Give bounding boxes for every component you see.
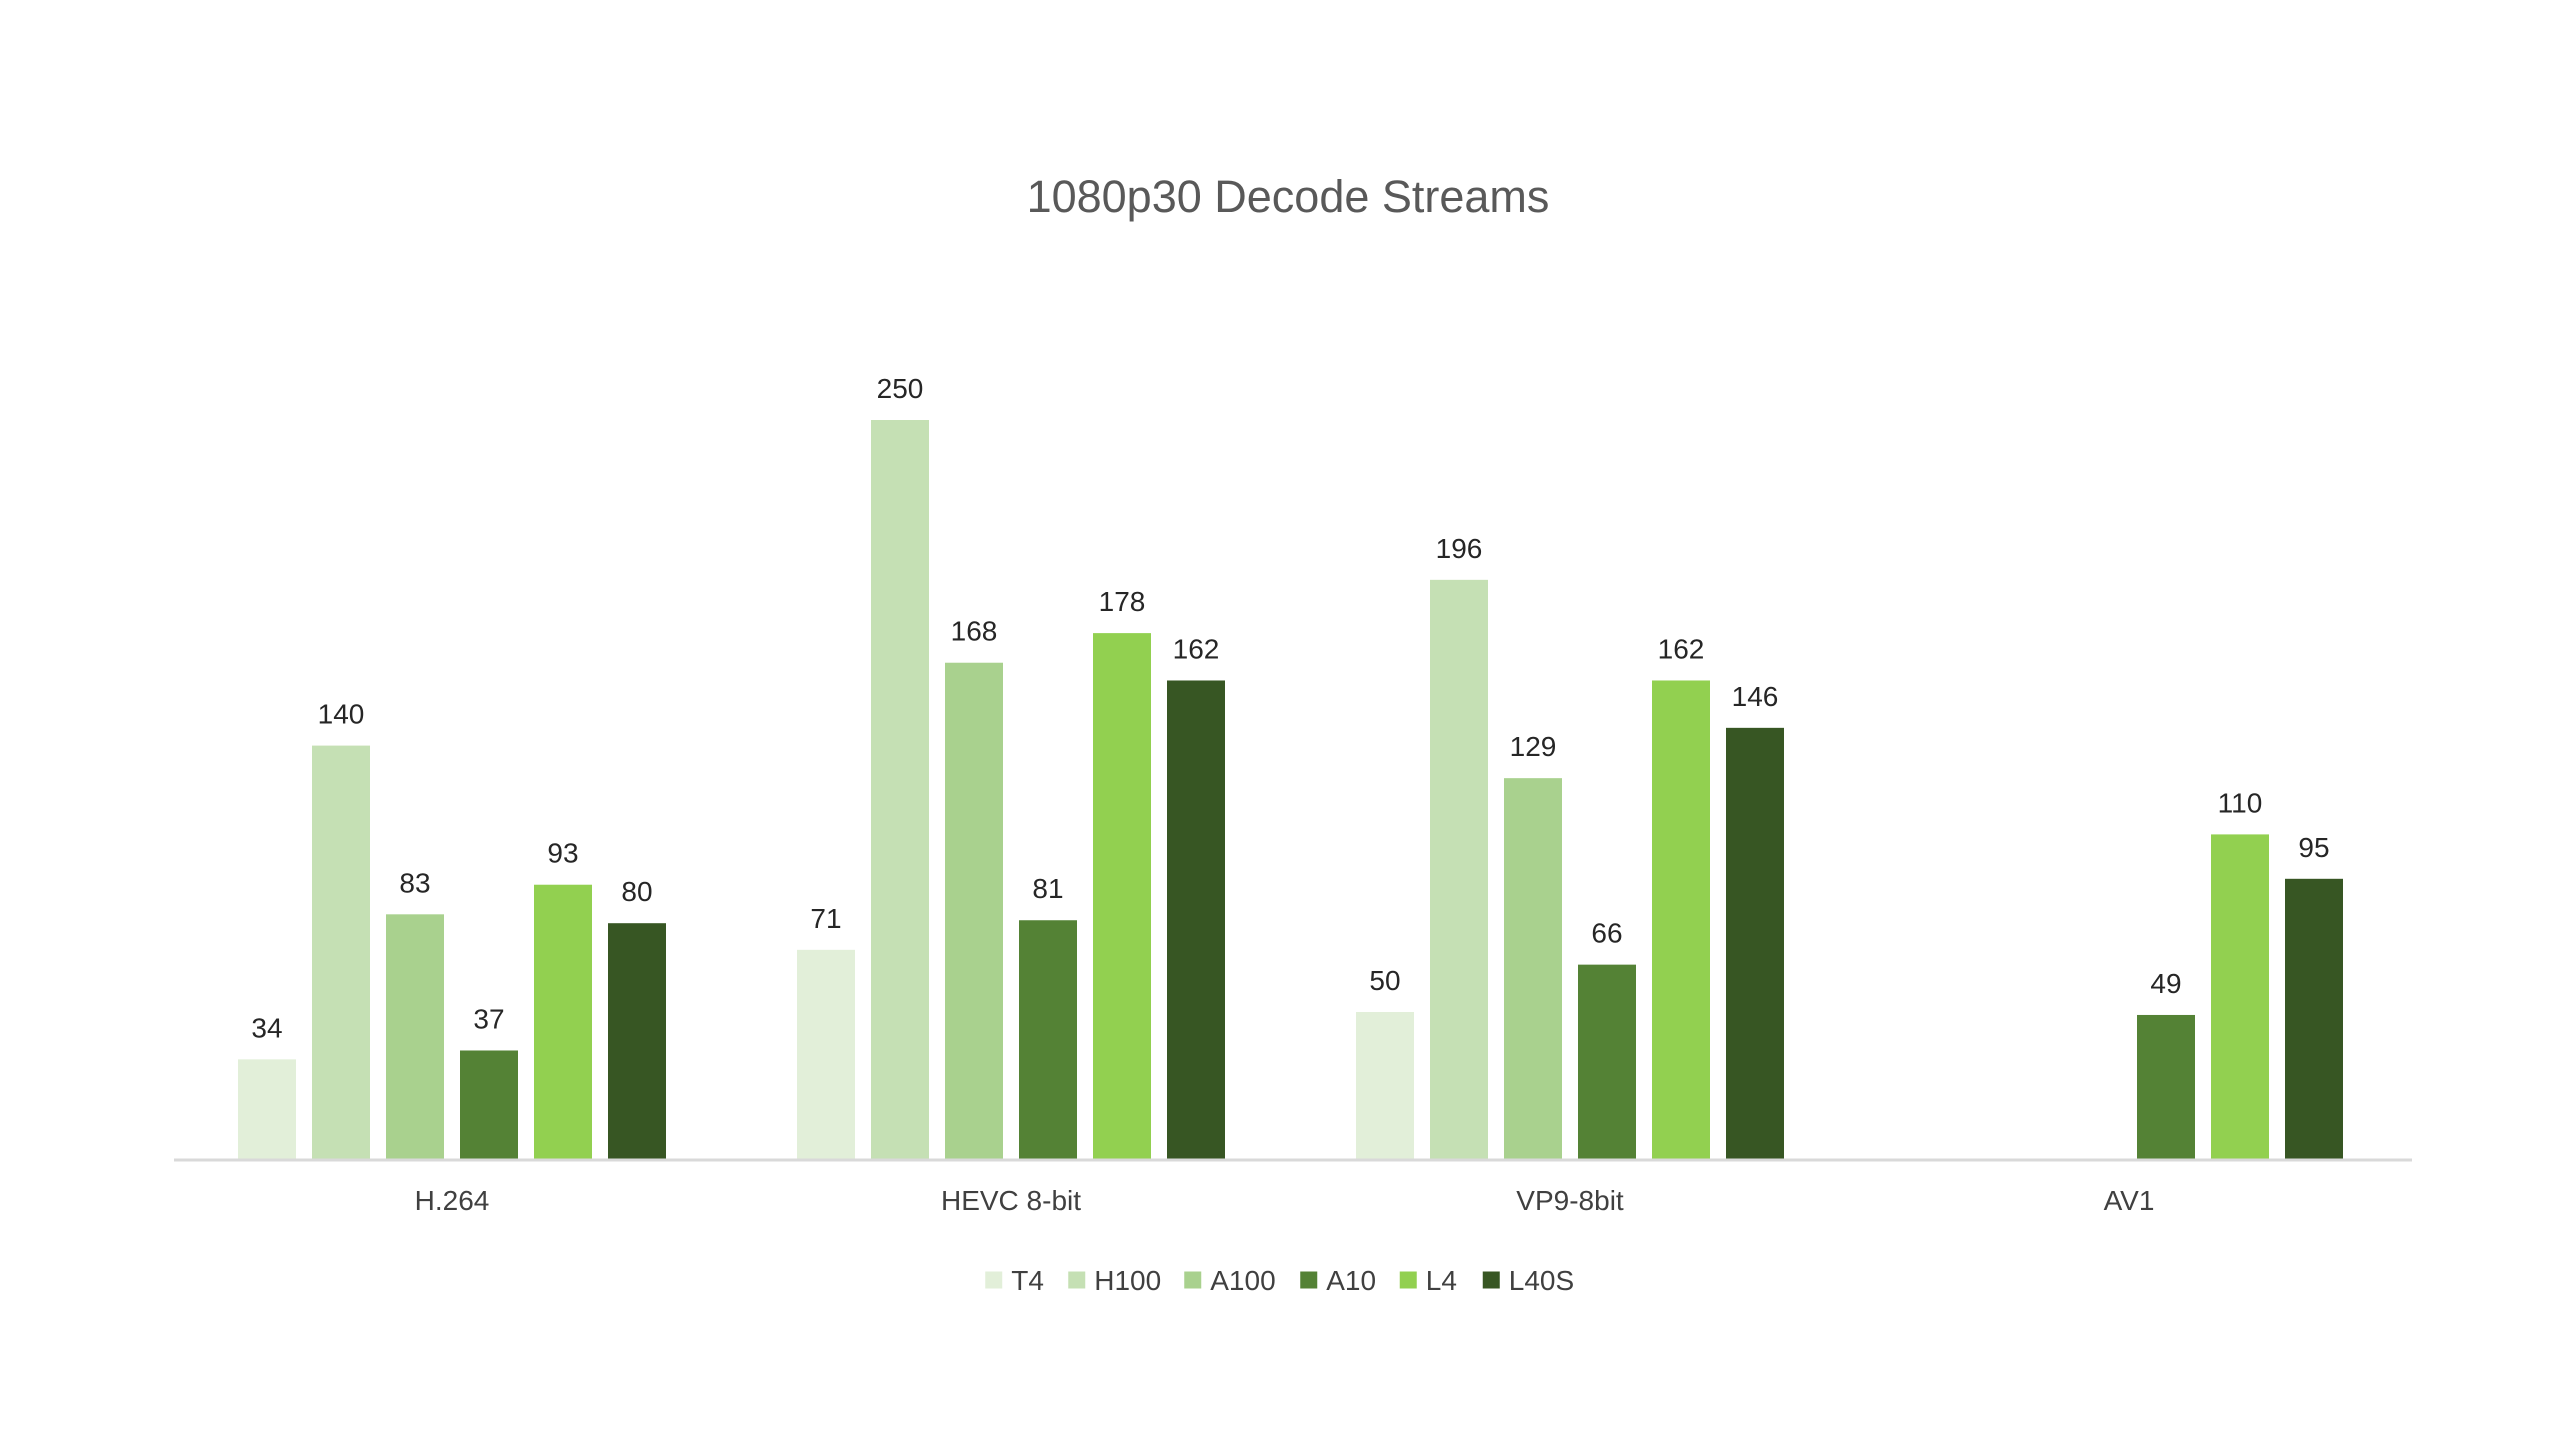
data-label: 250	[877, 373, 924, 404]
legend-label-l4: L4	[1426, 1265, 1457, 1296]
data-label: 162	[1658, 633, 1705, 664]
bar-a10-3	[2137, 1014, 2195, 1160]
bar-l4-0	[534, 884, 592, 1160]
x-tick-labels-group: H.264 HEVC 8-bit VP9-8bit AV1	[415, 1185, 2155, 1216]
legend-swatch-a100	[1184, 1271, 1202, 1289]
bars-group	[238, 420, 2343, 1160]
bar-l4-3	[2211, 834, 2269, 1160]
data-label: 83	[399, 867, 430, 898]
data-label: 140	[318, 699, 365, 730]
bar-t4-0	[238, 1059, 296, 1160]
legend: T4 H100 A100 A10 L4 L40S	[985, 1265, 1574, 1296]
data-label: 129	[1510, 731, 1557, 762]
bar-h100-2	[1430, 579, 1488, 1160]
x-tick-label: AV1	[2104, 1185, 2155, 1216]
data-label: 66	[1591, 918, 1622, 949]
data-label: 80	[621, 876, 652, 907]
x-tick-label: VP9-8bit	[1516, 1185, 1624, 1216]
legend-swatch-l4	[1399, 1271, 1417, 1289]
legend-label-h100: H100	[1094, 1265, 1161, 1296]
legend-swatch-h100	[1068, 1271, 1086, 1289]
bar-a100-1	[945, 662, 1003, 1160]
data-label: 50	[1369, 965, 1400, 996]
bar-l40s-0	[608, 923, 666, 1160]
bar-t4-1	[797, 949, 855, 1160]
x-tick-label: HEVC 8-bit	[941, 1185, 1081, 1216]
bar-t4-2	[1356, 1012, 1414, 1160]
bar-a10-1	[1019, 920, 1077, 1160]
bar-l40s-2	[1726, 727, 1784, 1160]
legend-swatch-t4	[985, 1271, 1003, 1289]
data-label: 168	[951, 616, 998, 647]
bar-a100-0	[386, 914, 444, 1160]
bar-h100-1	[871, 420, 929, 1160]
legend-label-a100: A100	[1210, 1265, 1275, 1296]
data-label: 71	[810, 903, 841, 934]
data-label: 162	[1173, 633, 1220, 664]
legend-swatch-a10	[1300, 1271, 1318, 1289]
data-label: 110	[2218, 787, 2263, 818]
bar-h100-0	[312, 745, 370, 1160]
bar-l40s-1	[1167, 680, 1225, 1160]
data-label: 178	[1099, 586, 1146, 617]
chart-title: 1080p30 Decode Streams	[1027, 171, 1550, 222]
data-label: 49	[2150, 968, 2181, 999]
bar-l4-2	[1652, 680, 1710, 1160]
bar-a10-2	[1578, 964, 1636, 1160]
data-label: 37	[473, 1003, 504, 1034]
data-label: 34	[251, 1012, 282, 1043]
bar-a10-0	[460, 1050, 518, 1160]
data-label: 196	[1436, 533, 1483, 564]
legend-label-l40s: L40S	[1509, 1265, 1574, 1296]
legend-label-t4: T4	[1011, 1265, 1044, 1296]
bar-l40s-3	[2285, 878, 2343, 1160]
data-label: 93	[547, 838, 578, 869]
bar-l4-1	[1093, 633, 1151, 1160]
data-label: 146	[1732, 681, 1779, 712]
legend-swatch-l40s	[1482, 1271, 1500, 1289]
data-label: 95	[2298, 832, 2329, 863]
data-labels-group: 34 140 83 37 93 80 71 250 168 81 178 162 50 196 129 66 1…	[251, 373, 2329, 1043]
legend-label-a10: A10	[1326, 1265, 1376, 1296]
bar-a100-2	[1504, 778, 1562, 1160]
x-tick-label: H.264	[415, 1185, 490, 1216]
data-label: 81	[1032, 873, 1063, 904]
